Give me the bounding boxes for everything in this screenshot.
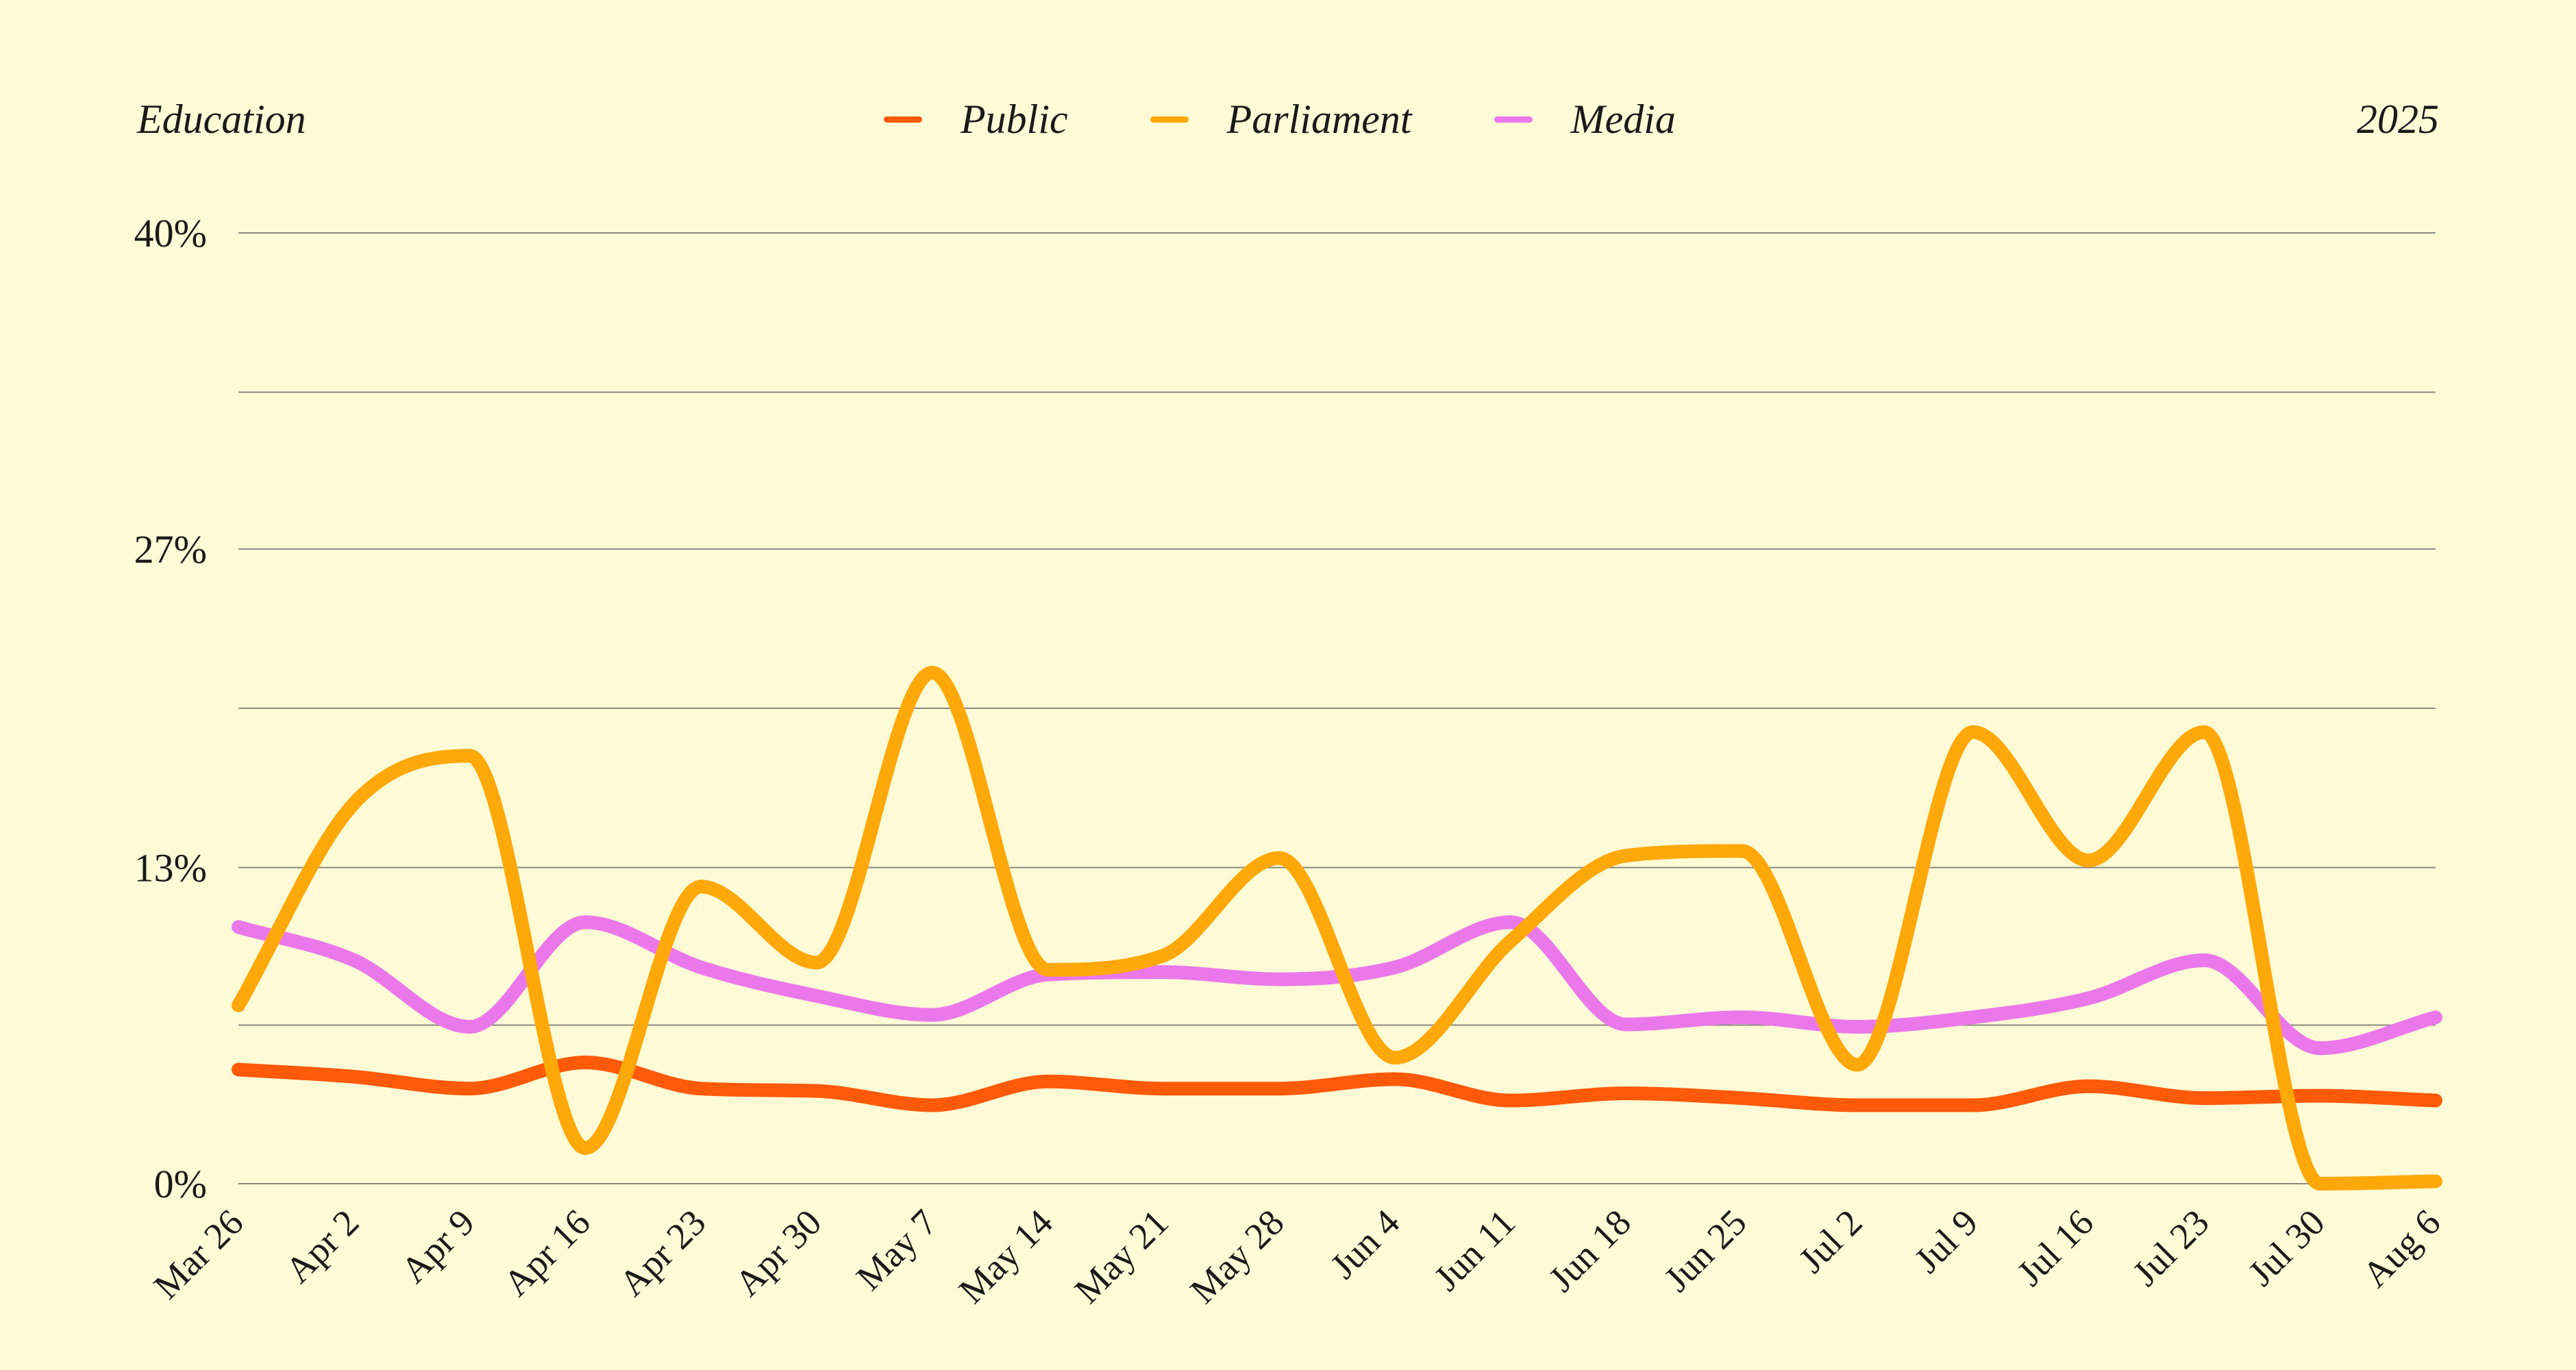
y-tick-label: 13% [134, 845, 207, 890]
x-tick-label: Jul 16 [2009, 1201, 2101, 1294]
chart-title: Education [137, 97, 306, 142]
legend-item-parliament: Parliament [1150, 96, 1412, 143]
legend-label-parliament: Parliament [1226, 96, 1412, 142]
legend-swatch-public [884, 116, 922, 123]
x-tick-label: May 7 [848, 1201, 945, 1298]
y-tick-label: 40% [134, 211, 207, 256]
gridlines [238, 232, 2436, 1184]
y-tick-label: 27% [134, 527, 207, 572]
x-tick-label: Apr 2 [277, 1201, 367, 1291]
legend: Public Parliament Media [884, 92, 1758, 147]
x-tick-label: May 14 [951, 1201, 1061, 1311]
legend-swatch-media [1494, 116, 1533, 123]
x-tick-label: Jul 2 [1791, 1201, 1870, 1281]
y-tick-label: 0% [154, 1162, 207, 1206]
x-tick-label: Jun 11 [1426, 1201, 1523, 1299]
x-tick-label: Jun 4 [1322, 1201, 1407, 1286]
legend-label-media: Media [1570, 96, 1676, 142]
x-tick-label: Apr 23 [611, 1201, 714, 1304]
series-line-public [232, 1056, 2442, 1112]
x-tick-label: Jul 23 [2125, 1201, 2217, 1294]
series-lines [232, 665, 2442, 1191]
x-tick-label: Apr 16 [495, 1201, 598, 1304]
legend-item-public: Public [884, 96, 1068, 143]
legend-swatch-parliament [1150, 116, 1189, 123]
x-tick-label: Aug 6 [2355, 1201, 2449, 1295]
x-tick-label: Apr 30 [727, 1201, 830, 1304]
x-tick-label: May 28 [1182, 1201, 1291, 1311]
x-tick-label: Apr 9 [393, 1201, 482, 1291]
x-tick-label: Jun 18 [1541, 1201, 1639, 1299]
series-line-parliament [232, 665, 2442, 1191]
x-tick-label: May 21 [1067, 1201, 1176, 1311]
x-tick-label: Jun 25 [1657, 1201, 1755, 1299]
chart-year: 2025 [2357, 97, 2439, 142]
legend-label-public: Public [961, 96, 1068, 142]
x-tick-label: Jul 30 [2240, 1201, 2333, 1294]
x-tick-label: Jul 9 [1907, 1201, 1986, 1281]
x-tick-label: Mar 26 [146, 1201, 251, 1307]
y-axis-ticks: 0% 13% 27% 40% [134, 211, 207, 1206]
legend-item-media: Media [1494, 96, 1676, 143]
